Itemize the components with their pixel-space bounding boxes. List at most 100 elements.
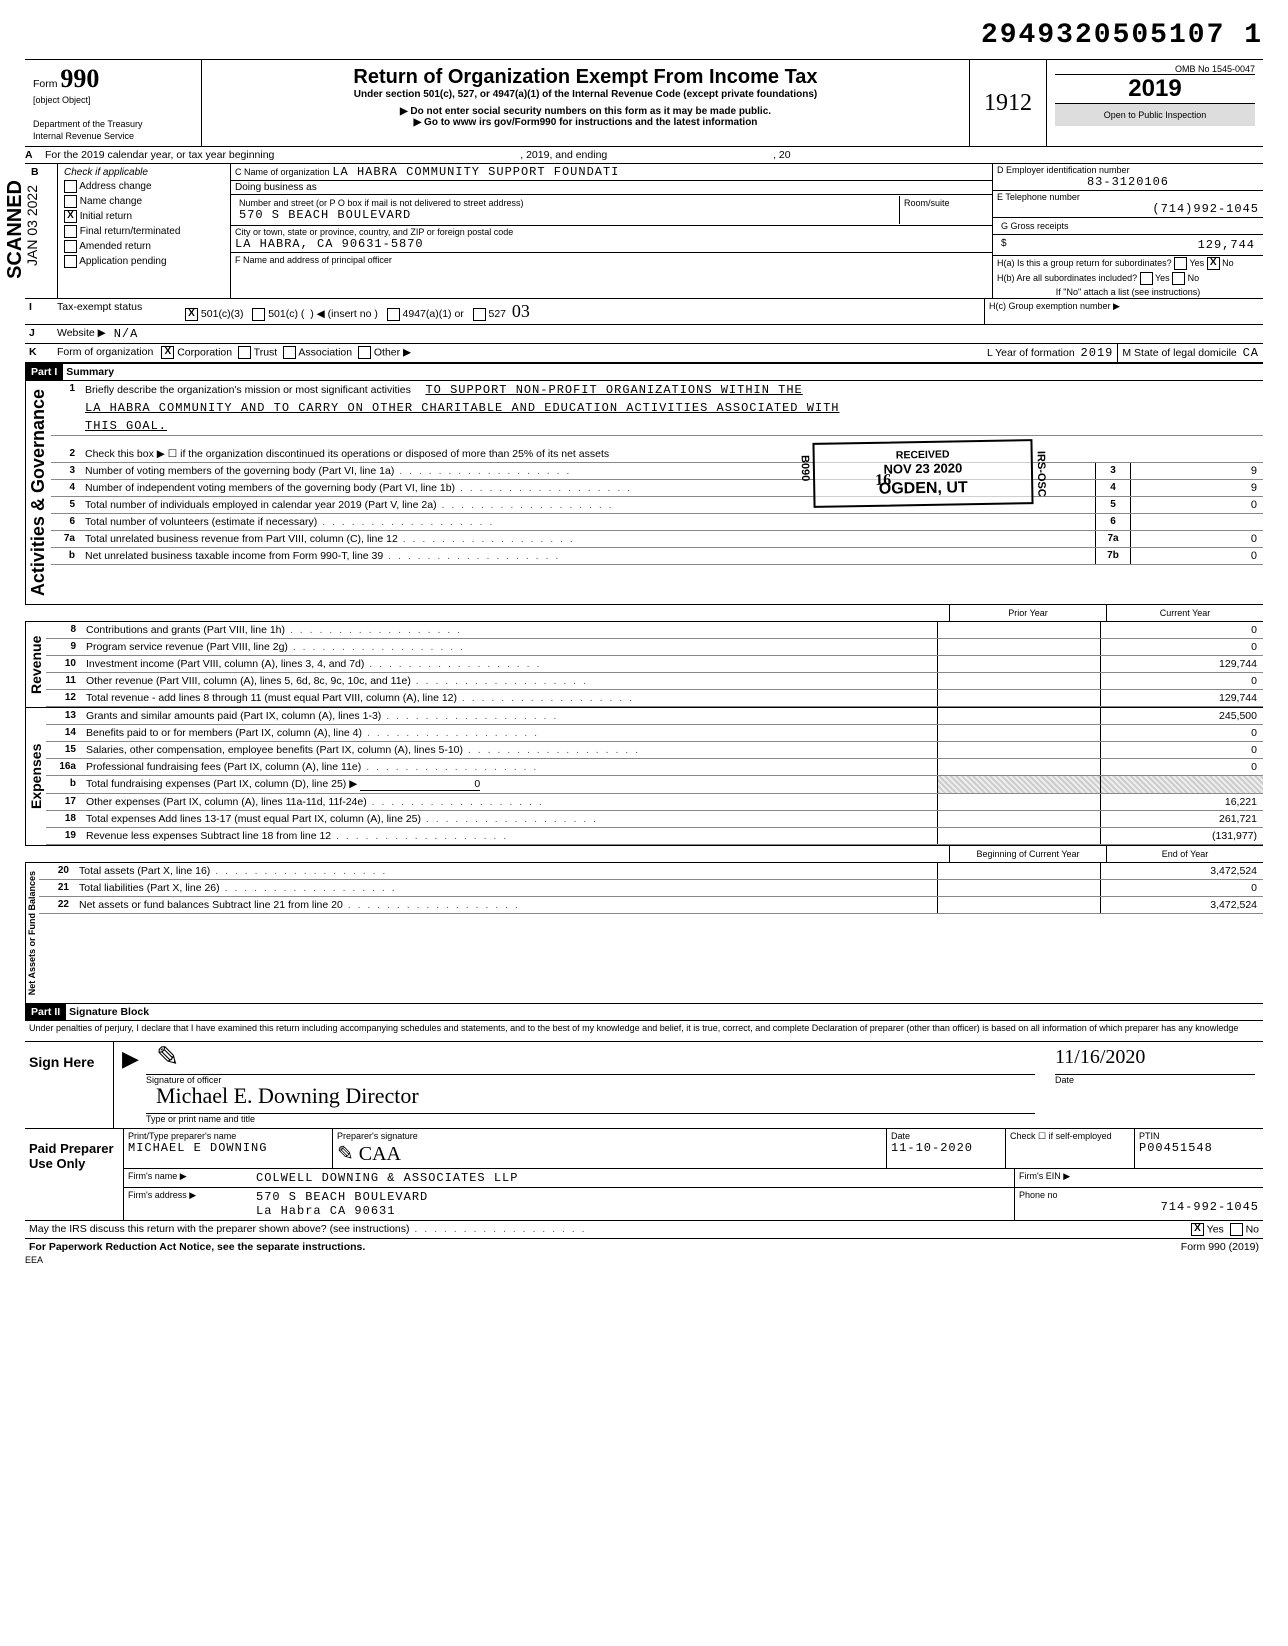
line-5-val: 0	[1130, 497, 1263, 513]
line-3-box: 3	[1095, 463, 1130, 479]
line-6-num: 6	[51, 514, 81, 530]
org-name: LA HABRA COMMUNITY SUPPORT FOUNDATI	[332, 165, 619, 179]
row-curr: 3,472,524	[1100, 863, 1263, 879]
row-prior	[937, 742, 1100, 758]
form-number: 990	[60, 64, 99, 93]
firm-addr1: 570 S BEACH BOULEVARD	[256, 1190, 1010, 1204]
row-curr: 245,500	[1100, 708, 1263, 724]
row-curr: 261,721	[1100, 811, 1263, 827]
row-num: 9	[46, 639, 82, 655]
row-curr: (131,977)	[1100, 828, 1263, 844]
row-prior	[937, 639, 1100, 655]
summary-row: 17Other expenses (Part IX, column (A), l…	[46, 794, 1263, 811]
paid-preparer-label: Paid Preparer Use Only	[25, 1129, 124, 1220]
ptin-value: P00451548	[1139, 1141, 1259, 1155]
row-prior	[937, 690, 1100, 706]
ha-yes[interactable]	[1174, 257, 1187, 270]
row-desc: Professional fundraising fees (Part IX, …	[82, 759, 937, 775]
discuss-yes[interactable]	[1191, 1223, 1204, 1236]
row-num: 11	[46, 673, 82, 689]
sign-here-label: Sign Here	[25, 1042, 114, 1128]
row-prior	[937, 708, 1100, 724]
row-num: 14	[46, 725, 82, 741]
row-desc: Salaries, other compensation, employee b…	[82, 742, 937, 758]
discuss-no[interactable]	[1230, 1223, 1243, 1236]
received-stamp: RECEIVED NOV 23 2020 16 OGDEN, UT B090 I…	[812, 439, 1033, 508]
check-if-label: Check if applicable	[64, 166, 224, 179]
firm-phone: 714-992-1045	[1019, 1200, 1259, 1214]
row-prior	[937, 725, 1100, 741]
j-label: J	[25, 325, 53, 343]
check-final[interactable]	[64, 225, 77, 238]
website-label: Website ▶	[53, 325, 110, 343]
check-name[interactable]	[64, 195, 77, 208]
trust-label: Trust	[254, 346, 278, 358]
street-label: Number and street (or P O box if mail is…	[239, 198, 895, 208]
line-1-val: TO SUPPORT NON-PROFIT ORGANIZATIONS WITH…	[425, 383, 802, 397]
row-curr	[1100, 776, 1263, 793]
l-value: 2019	[1081, 346, 1114, 360]
check-initial[interactable]	[64, 210, 77, 223]
phone-value: (714)992-1045	[997, 202, 1259, 216]
row-num: 17	[46, 794, 82, 810]
row-num: 20	[39, 863, 75, 879]
check-527[interactable]	[473, 308, 486, 321]
col-current: Current Year	[1106, 605, 1263, 621]
row-num: 8	[46, 622, 82, 638]
row-desc: Other revenue (Part VIII, column (A), li…	[82, 673, 937, 689]
prep-date-label: Date	[891, 1131, 1001, 1141]
g-symbol: $	[997, 236, 1011, 254]
line-a-text: For the 2019 calendar year, or tax year …	[45, 149, 274, 161]
row-num: b	[46, 776, 82, 793]
check-pending[interactable]	[64, 255, 77, 268]
line-a-mid: , 2019, and ending	[520, 149, 607, 161]
line-7a-num: 7a	[51, 531, 81, 547]
line-7a-val: 0	[1130, 531, 1263, 547]
g-value: 129,744	[1011, 236, 1259, 254]
check-address[interactable]	[64, 180, 77, 193]
vlabel-revenue: Revenue	[25, 622, 46, 707]
row-curr: 0	[1100, 725, 1263, 741]
paperwork-notice: For Paperwork Reduction Act Notice, see …	[25, 1239, 1177, 1255]
row-num: 10	[46, 656, 82, 672]
row-desc: Total expenses Add lines 13-17 (must equ…	[82, 811, 937, 827]
line-7b-val: 0	[1130, 548, 1263, 564]
check-trust[interactable]	[238, 346, 251, 359]
check-self-employed: Check ☐ if self-employed	[1006, 1129, 1135, 1168]
no-label: No	[1222, 258, 1234, 268]
row-desc: Investment income (Part VIII, column (A)…	[82, 656, 937, 672]
line-7b-desc: Net unrelated business taxable income fr…	[81, 548, 1095, 564]
stamp-code: B090	[799, 455, 811, 482]
row-desc: Benefits paid to or for members (Part IX…	[82, 725, 937, 741]
form-footer: Form 990 (2019)	[1177, 1239, 1263, 1255]
line-6-desc: Total number of volunteers (estimate if …	[81, 514, 1095, 530]
check-501c3[interactable]	[185, 308, 198, 321]
street-value: 570 S BEACH BOULEVARD	[239, 208, 895, 222]
e-label: E Telephone number	[997, 192, 1259, 202]
prep-signature: ✎ CAA	[337, 1141, 882, 1166]
other-label: Other ▶	[374, 346, 411, 358]
check-assoc[interactable]	[283, 346, 296, 359]
document-id: 2949320505107 1	[25, 20, 1263, 51]
discuss-no-label: No	[1246, 1224, 1259, 1236]
check-amended-label: Amended return	[79, 241, 151, 252]
eea-label: EEA	[25, 1255, 1263, 1265]
hb-yes[interactable]	[1140, 272, 1153, 285]
check-corp[interactable]	[161, 346, 174, 359]
check-other[interactable]	[358, 346, 371, 359]
line-6-box: 6	[1095, 514, 1130, 530]
check-4947[interactable]	[387, 308, 400, 321]
ha-no[interactable]	[1207, 257, 1220, 270]
summary-row: 15Salaries, other compensation, employee…	[46, 742, 1263, 759]
form-label: Form	[33, 78, 58, 90]
firm-ein-label: Firm's EIN ▶	[1015, 1169, 1263, 1187]
line-3-val: 9	[1130, 463, 1263, 479]
check-amended[interactable]	[64, 240, 77, 253]
hb-no[interactable]	[1172, 272, 1185, 285]
summary-row: 19Revenue less expenses Subtract line 18…	[46, 828, 1263, 845]
row-curr: 0	[1100, 759, 1263, 775]
row-curr: 129,744	[1100, 690, 1263, 706]
line-1b: LA HABRA COMMUNITY AND TO CARRY ON OTHER…	[81, 399, 1263, 417]
check-501c[interactable]	[252, 308, 265, 321]
row-curr: 0	[1100, 742, 1263, 758]
